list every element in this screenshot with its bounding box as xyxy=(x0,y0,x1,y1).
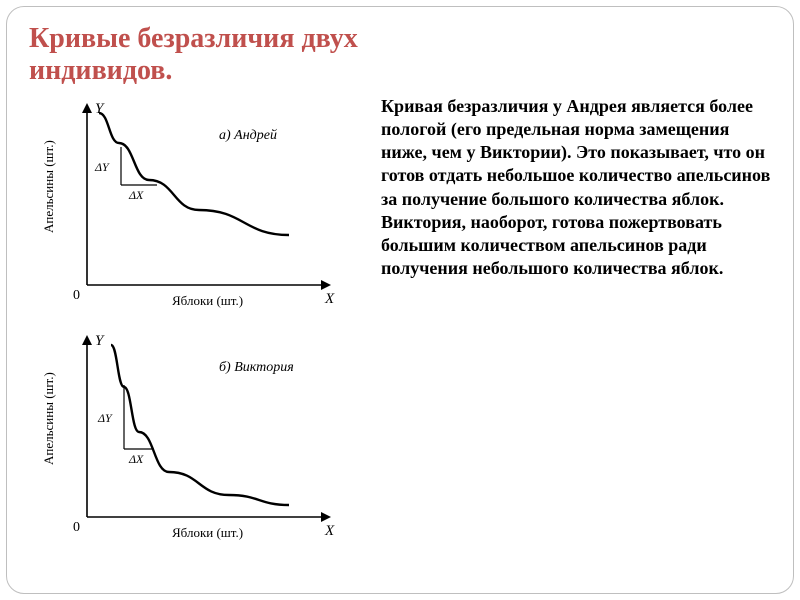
slide-title: Кривые безразличия двух индивидов. xyxy=(29,23,771,87)
chart-a-wrap: 0YXАпельсины (шт.)Яблоки (шт.)ΔYΔXа) Анд… xyxy=(29,95,369,325)
svg-text:X: X xyxy=(324,291,335,307)
svg-text:Y: Y xyxy=(95,333,105,349)
svg-text:б) Виктория: б) Виктория xyxy=(219,360,294,375)
svg-text:Апельсины (шт.): Апельсины (шт.) xyxy=(41,373,56,466)
svg-text:а) Андрей: а) Андрей xyxy=(219,128,277,143)
slide-frame: Кривые безразличия двух индивидов. 0 Y X Ап… xyxy=(6,6,794,594)
chart-b-wrap: 0 Y X Апельсины (шт.) Яблоки (шт.) ΔY ΔX б) Вик… xyxy=(29,327,369,557)
svg-text:Апельсины (шт.): Апельсины (шт.) xyxy=(41,141,56,234)
svg-text:ΔX: ΔX xyxy=(128,188,144,202)
chart-a: 0YXАпельсины (шт.)Яблоки (шт.)ΔYΔXа) Анд… xyxy=(29,95,369,325)
svg-text:X: X xyxy=(324,523,335,539)
svg-text:ΔY: ΔY xyxy=(97,411,113,425)
svg-text:Яблоки (шт.): Яблоки (шт.) xyxy=(172,525,243,540)
chart-b: 0 Y X Апельсины (шт.) Яблоки (шт.) ΔY ΔX б) Вик… xyxy=(29,327,369,557)
charts-column: 0 Y X Апельсины (шт.) Яблоки (шт.) ΔY ΔX а) Анд… xyxy=(29,95,369,557)
body-paragraph: Кривая безразличия у Андрея является бол… xyxy=(381,95,771,279)
svg-text:ΔY: ΔY xyxy=(94,160,110,174)
content-row: 0 Y X Апельсины (шт.) Яблоки (шт.) ΔY ΔX а) Анд… xyxy=(29,95,771,557)
svg-text:Яблоки (шт.): Яблоки (шт.) xyxy=(172,293,243,308)
svg-text:0: 0 xyxy=(73,288,80,303)
title-line-2: индивидов. xyxy=(29,55,172,86)
svg-text:0: 0 xyxy=(73,520,80,535)
title-line-1: Кривые безразличия двух xyxy=(29,23,358,54)
svg-text:ΔX: ΔX xyxy=(128,452,144,466)
